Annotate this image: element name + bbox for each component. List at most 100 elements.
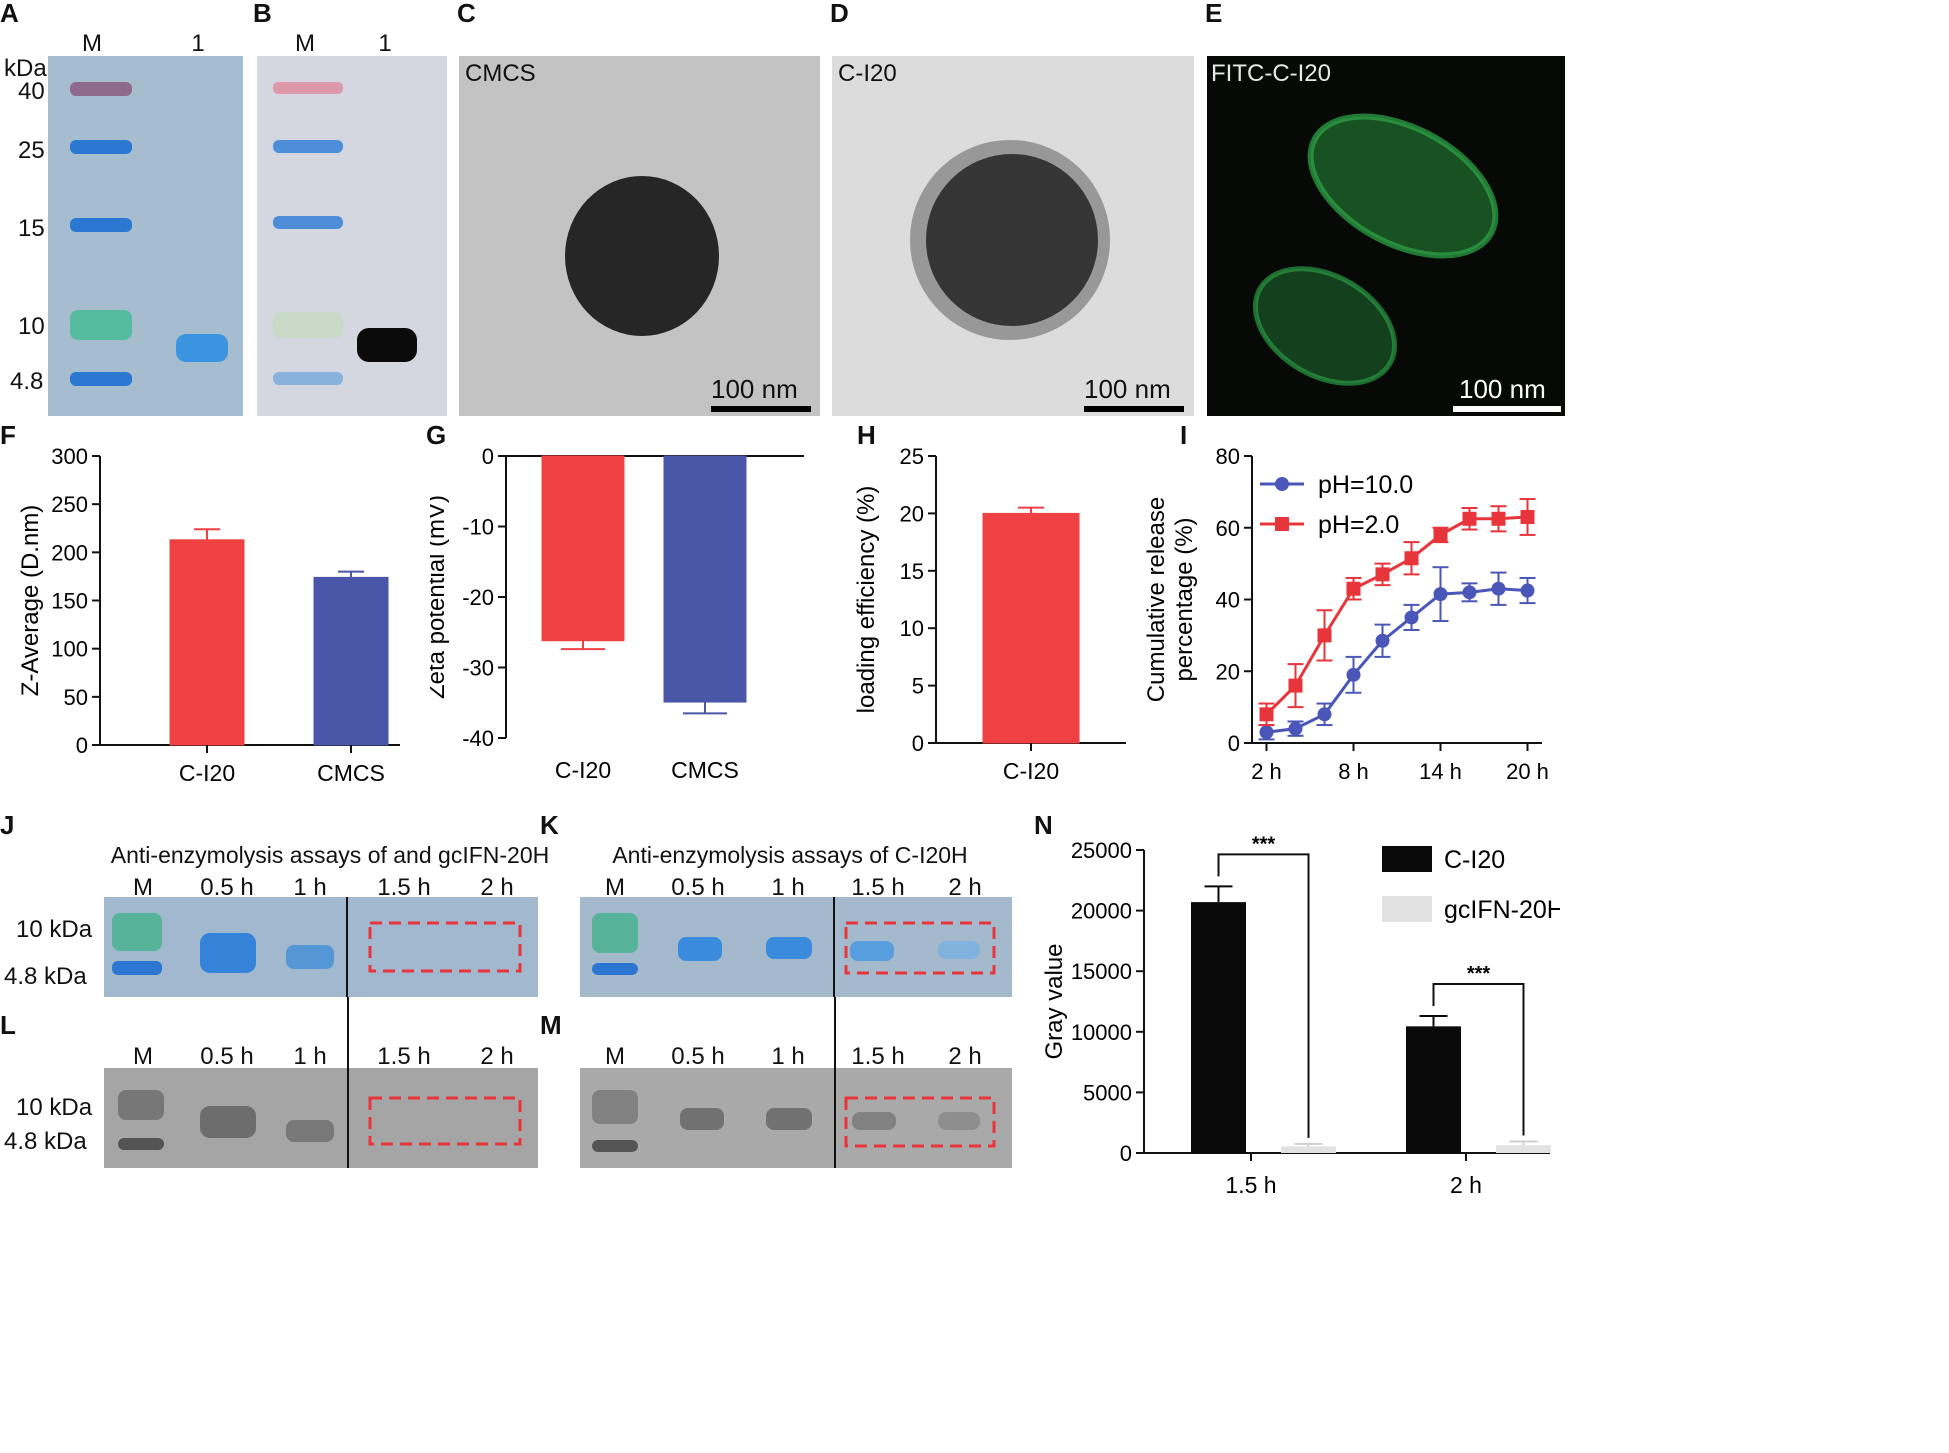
panel-letter-k: K: [540, 810, 559, 840]
gel-j-highlight-box: [368, 921, 522, 973]
g-ytick-label: -40: [462, 726, 494, 751]
i-point-0: [1288, 721, 1303, 736]
i-ytick-label: 0: [1228, 731, 1240, 756]
gel-k-band-05h: [678, 937, 722, 961]
tem-image-c: CMCS 100 nm: [459, 56, 820, 416]
fluorescence-image-e: FITC-C-I20 100 nm: [1207, 56, 1565, 416]
gel-j-lane-m: M: [133, 874, 153, 901]
panel-letter-e: E: [1205, 0, 1223, 28]
scale-bar-c: 100 nm: [711, 374, 811, 412]
gel-l-lane-05h: 0.5 h: [200, 1043, 254, 1070]
gel-a-lane-1: 1: [191, 30, 205, 57]
blot-b-bands: [257, 56, 447, 416]
tem-image-d: C-I20 100 nm: [832, 56, 1194, 416]
g-xtick-label: CMCS: [671, 757, 739, 783]
western-blot-b: [257, 56, 447, 416]
f-ytick-label: 300: [51, 444, 88, 469]
panel-letter-d: D: [830, 0, 849, 28]
blot-b-band-10: [273, 312, 343, 338]
h-ytick-label: 25: [900, 444, 924, 469]
scale-bar-d-text: 100 nm: [1084, 374, 1171, 404]
gel-k-highlight-box: [844, 921, 996, 975]
h-ytick-label: 0: [912, 731, 924, 756]
chart-h-loading-efficiency: 0 5 10 15 20 25 loading efficiency (%) C-I20: [853, 444, 1126, 784]
gel-l-band-1h: [286, 1120, 334, 1142]
i-point-0: [1520, 583, 1535, 598]
n-legend-swatch-0: [1382, 846, 1432, 872]
gel-m-band-05h: [680, 1108, 724, 1130]
blot-b-band-4-8: [273, 372, 343, 385]
gel-m-lane-15h: 1.5 h: [851, 1043, 905, 1070]
gel-m-band-m-10: [592, 1090, 638, 1124]
gel-j-band-m-4-8: [112, 961, 162, 975]
g-ytick-label: -10: [462, 515, 494, 540]
gel-j-marker-10: 10 kDa: [16, 916, 93, 943]
i-ytick-label: 80: [1216, 444, 1240, 469]
gel-b-lane-1: 1: [378, 30, 392, 57]
i-point-1: [1520, 509, 1535, 524]
i-point-0: [1404, 610, 1419, 625]
gel-a-band-10: [70, 310, 132, 340]
panel-letter-n: N: [1034, 810, 1053, 840]
panel-letter-i: I: [1180, 420, 1188, 450]
i-point-0: [1346, 667, 1361, 682]
n-legend-label-1: gcIFN-20H: [1444, 896, 1560, 924]
gel-image-m: [580, 1068, 1012, 1168]
n-ytick-label: 10000: [1071, 1020, 1132, 1045]
n-bar-0-0: [1191, 902, 1246, 1153]
gel-m-band-1h: [766, 1108, 812, 1130]
scale-bar-d: 100 nm: [1084, 374, 1184, 412]
gel-j-lane-2h: 2 h: [480, 874, 514, 901]
n-ytick-label: 25000: [1071, 838, 1132, 863]
i-point-1: [1433, 527, 1448, 542]
gel-j-lane-05h: 0.5 h: [200, 874, 254, 901]
f-bar-cmcs: [313, 576, 389, 746]
i-series-line-0: [1266, 587, 1528, 734]
gel-a-bands: [48, 56, 243, 416]
i-point-0: [1433, 587, 1448, 602]
i-point-0: [1259, 725, 1274, 740]
n-significance-bracket: [1432, 983, 1525, 1136]
chart-i-cumulative-release: 0 20 40 60 80 Cumulative releasepercentage (%…: [1143, 444, 1549, 784]
f-xtick-label: C-I20: [179, 760, 235, 786]
gel-j-title: Anti-enzymolysis assays of and gcIFN-20H: [110, 842, 550, 868]
gel-a-band-15: [70, 218, 132, 232]
gel-k-band-m-4-8: [592, 963, 638, 975]
f-ytick-label: 150: [51, 589, 88, 614]
i-series-line-1: [1265, 515, 1528, 716]
gel-m-band-2h: [938, 1112, 980, 1130]
i-point-1: [1317, 628, 1332, 643]
n-ytick-label: 0: [1120, 1141, 1132, 1166]
n-ytick-label: 20000: [1071, 899, 1132, 924]
g-y-axis-label: Zeta potential (mV): [430, 495, 450, 699]
fluorescence-e-label: FITC-C-I20: [1211, 60, 1331, 87]
panel-letter-l: L: [0, 1010, 16, 1040]
i-ytick-label: 40: [1216, 588, 1240, 613]
i-point-1: [1288, 678, 1303, 693]
gel-l-lane-15h: 1.5 h: [377, 1043, 431, 1070]
gel-separator-jl: [347, 997, 349, 1168]
gel-a-marker-4-8: 4.8: [10, 368, 44, 395]
h-ytick-label: 10: [900, 616, 924, 641]
gel-l-lane-m: M: [133, 1043, 153, 1070]
gel-l-lane-2h: 2 h: [480, 1043, 514, 1070]
gel-k-lane-2h: 2 h: [948, 874, 982, 901]
n-y-axis-label: Gray value: [1041, 943, 1068, 1059]
chart-g-zeta-potential: 0 -10 -20 -30 -40 Zeta potential (mV) C-I20 CMC…: [430, 444, 804, 783]
gel-k-band-m-10: [592, 913, 638, 953]
fitc-cell-2: [1255, 268, 1395, 384]
i-point-1: [1259, 707, 1274, 722]
n-legend-swatch-1: [1382, 896, 1432, 922]
g-ytick-label: -30: [462, 656, 494, 681]
i-xtick-label: 8 h: [1338, 759, 1369, 784]
gel-l-highlight-box: [368, 1096, 522, 1146]
n-bar-1-0: [1281, 1146, 1336, 1153]
blot-b-band-15: [273, 216, 343, 229]
gel-image-a: [48, 56, 243, 416]
cmcs-nanoparticle: [565, 176, 719, 336]
scale-bar-c-text: 100 nm: [711, 374, 798, 404]
gel-j-lane-1h: 1 h: [293, 874, 327, 901]
gel-a-band-40: [70, 82, 132, 96]
scale-bar-e: 100 nm: [1453, 374, 1561, 412]
chart-f-z-average: 0 50 100 150 200 250 300 Z-Average (D.nm) C-I20 C…: [17, 444, 400, 786]
